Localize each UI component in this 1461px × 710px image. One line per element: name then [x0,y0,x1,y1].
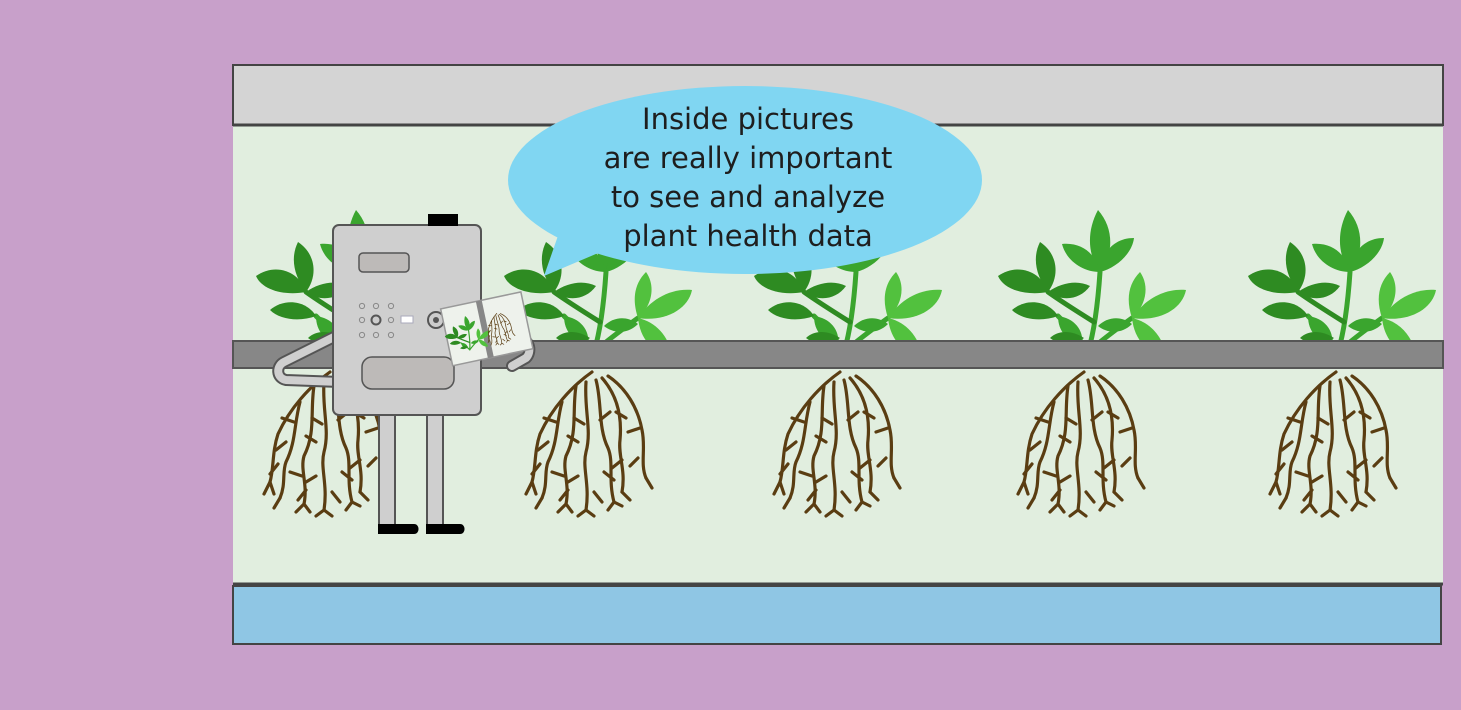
robot-panel [361,356,455,390]
robot-left-foot [378,524,419,534]
plant-photo [439,291,534,367]
robot-display-slot [358,252,410,273]
robot-top-button [428,214,458,226]
robot-right-leg [426,413,444,527]
robot-control-dots [358,302,395,339]
imaging-robot [272,214,536,534]
speech-bubble [508,86,982,276]
robot-indicator [400,315,414,324]
robot-left-leg [378,413,396,527]
robot-right-foot [426,524,465,534]
water-reservoir [232,585,1442,645]
robot-dial [370,314,382,326]
